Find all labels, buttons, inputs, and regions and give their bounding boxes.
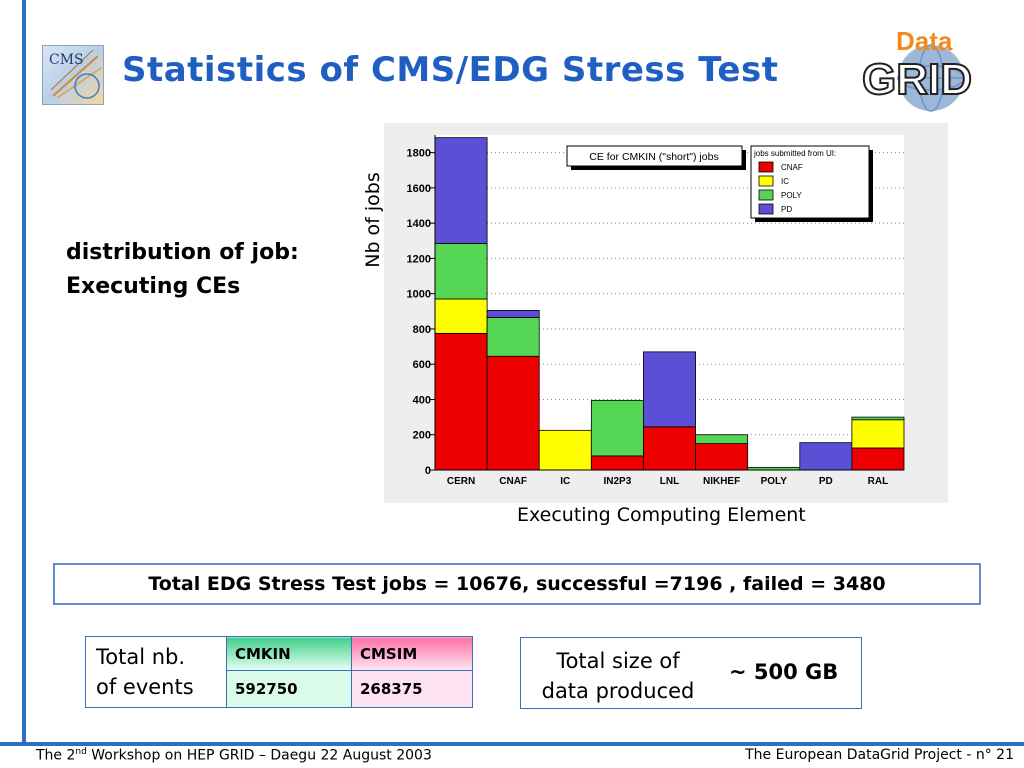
legend-title: jobs submitted from UI: <box>753 149 836 158</box>
legend-label-pd: PD <box>781 205 792 214</box>
x-tick-label-cern: CERN <box>447 476 475 487</box>
y-tick-label: 400 <box>413 394 431 406</box>
y-tick-label: 1400 <box>407 218 431 230</box>
bar-segment-in2p3-cnaf <box>590 455 644 471</box>
bar-segment-lnl-cnaf <box>643 426 696 471</box>
cms-detector-icon <box>50 49 102 99</box>
footer-project: The European DataGrid Project - n° 21 <box>745 747 1014 763</box>
cmkin-header: CMKIN <box>226 635 352 672</box>
summary-total-text: Total EDG Stress Test jobs = 10676, succ… <box>148 573 886 595</box>
events-row-label-line1: Total nb. <box>96 645 186 669</box>
chart-title: CE for CMKIN ("short") jobs <box>589 151 718 163</box>
datagrid-logo-grid-text: GRID <box>862 55 972 104</box>
x-tick-label-ic: IC <box>560 476 570 487</box>
data-size-label-line2: data produced <box>541 679 695 703</box>
cms-logo-text: CMS <box>49 52 84 68</box>
cmkin-value: 592750 <box>226 670 352 708</box>
y-tick-label: 600 <box>413 359 431 371</box>
x-tick-label-pd: PD <box>819 476 833 487</box>
y-tick-label: 1800 <box>407 148 431 160</box>
events-row-label: Total nb. of events <box>85 636 227 708</box>
bar-segment-nikhef-cnaf <box>695 443 749 471</box>
data-size-value: ~ 500 GB <box>729 660 839 684</box>
legend-swatch-ic <box>758 175 774 187</box>
x-tick-label-poly: POLY <box>761 476 788 487</box>
x-tick-label-ral: RAL <box>868 476 889 487</box>
bar-segment-pd-pd <box>799 442 853 471</box>
legend-label-poly: POLY <box>781 191 802 200</box>
data-size-label-line1: Total size of <box>556 649 680 673</box>
cms-logo: CMS <box>42 45 104 105</box>
summary-box: Total EDG Stress Test jobs = 10676, succ… <box>53 563 981 605</box>
bar-segment-cnaf-pd <box>486 310 540 318</box>
bar-segment-ral-ic <box>851 419 905 449</box>
datagrid-logo-data-text: Data <box>896 28 953 56</box>
y-tick-label: 800 <box>413 324 431 336</box>
bar-segment-lnl-pd <box>643 351 696 428</box>
x-tick-label-lnl: LNL <box>660 476 679 487</box>
table-row: Total nb. of events CMKIN CMSIM <box>85 635 473 708</box>
bar-segment-cern-pd <box>434 137 488 244</box>
left-accent-rule <box>22 0 26 742</box>
x-tick-label-in2p3: IN2P3 <box>603 476 631 487</box>
page-title: Statistics of CMS/EDG Stress Test <box>122 50 779 90</box>
legend-swatch-pd <box>758 203 774 215</box>
bar-segment-in2p3-poly <box>590 399 644 457</box>
legend-swatch-poly <box>758 189 774 201</box>
bar-segment-ral-poly <box>851 416 905 421</box>
events-table: Total nb. of events CMKIN CMSIM 592750 2… <box>85 635 473 708</box>
y-tick-label: 1200 <box>407 253 431 265</box>
x-axis-label: Executing Computing Element <box>517 504 806 526</box>
bar-segment-cern-cnaf <box>434 332 488 471</box>
x-tick-label-cnaf: CNAF <box>499 476 527 487</box>
footer-rule <box>0 742 1024 746</box>
data-size-label: Total size of data produced <box>533 646 703 706</box>
footer-workshop: The 2nd Workshop on HEP GRID – Daegu 22 … <box>36 747 432 764</box>
chart-description-line1: distribution of job: <box>66 240 299 265</box>
legend-swatch-cnaf <box>758 161 774 173</box>
y-tick-label: 0 <box>425 465 431 477</box>
chart-description-line2: Executing CEs <box>66 274 241 299</box>
footer-left-sup: nd <box>75 747 87 757</box>
chart-title-box <box>566 145 743 167</box>
bar-segment-ral-cnaf <box>851 447 905 471</box>
chart-description: distribution of job: Executing CEs <box>66 236 299 304</box>
bar-segment-cnaf-cnaf <box>486 355 540 471</box>
bar-segment-nikhef-poly <box>695 434 749 444</box>
datagrid-logo: Data GRID <box>861 28 973 112</box>
footer-left-pre: The 2 <box>36 747 76 764</box>
y-tick-label: 1600 <box>407 183 431 195</box>
x-tick-label-nikhef: NIKHEF <box>703 476 740 487</box>
cmsim-header: CMSIM <box>351 635 473 672</box>
y-axis-label: Nb of jobs <box>362 172 384 268</box>
legend-label-cnaf: CNAF <box>781 163 803 172</box>
stacked-bar-chart: 0 200 400 600 800 1000 1200 1400 1600 1800 CERN CNA… <box>407 135 905 487</box>
footer-left-post: Workshop on HEP GRID – Daegu 22 August 2… <box>86 747 432 764</box>
bar-segment-ic-ic <box>538 429 592 471</box>
y-tick-label: 1000 <box>407 289 431 301</box>
y-tick-label: 200 <box>413 430 431 442</box>
bar-segment-cnaf-poly <box>486 317 540 357</box>
chart-panel: 0 200 400 600 800 1000 1200 1400 1600 1800 CERN CNA… <box>384 123 948 503</box>
cmsim-value: 268375 <box>351 670 473 708</box>
data-size-box: Total size of data produced ~ 500 GB <box>520 637 862 709</box>
legend-label-ic: IC <box>781 177 789 186</box>
table-row: 592750 268375 <box>86 670 473 708</box>
bar-segment-cern-ic <box>434 298 488 334</box>
bar-segment-cern-poly <box>434 243 488 300</box>
events-row-label-line2: of events <box>96 675 194 699</box>
